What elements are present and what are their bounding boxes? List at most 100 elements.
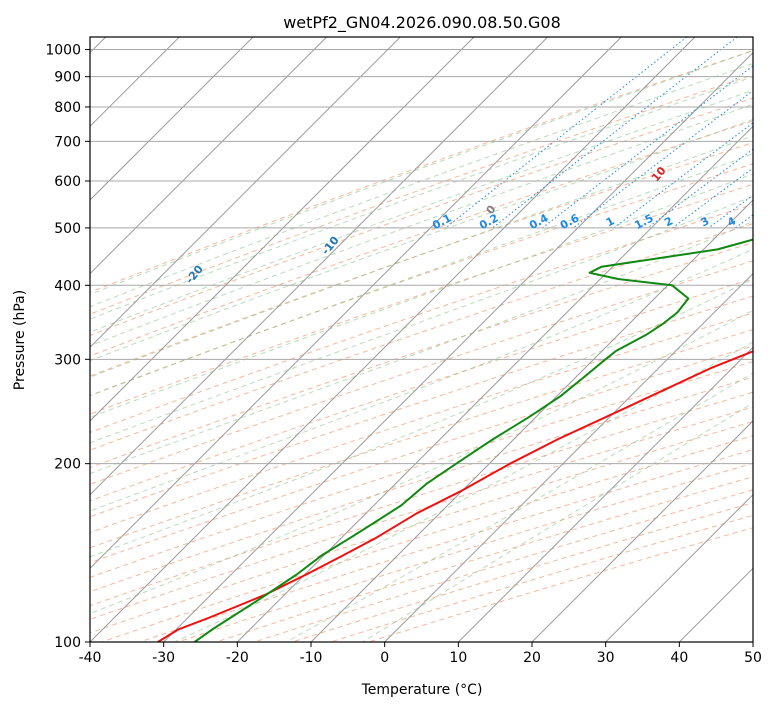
mixing-ratio-label: 3 [699,214,712,229]
mixing-ratio-line [613,122,753,229]
dry-adiabat [177,462,753,642]
y-tick-label: 600 [54,174,81,190]
y-tick-label: 400 [54,278,81,294]
y-axis-label: Pressure (hPa) [12,290,28,390]
dry-adiabat [90,278,753,502]
moist-adiabat [90,309,753,614]
adiabat-label: 0 [484,202,499,216]
isotherm [90,37,622,570]
dry-adiabat [90,329,753,549]
isotherm [90,37,401,349]
isotherm [90,37,254,201]
dry-adiabat [90,50,753,293]
moist-adiabat [90,89,753,333]
x-tick-label: 0 [380,650,389,666]
sounding-profiles [157,238,753,642]
isotherm [90,37,475,422]
x-axis-label: Temperature (°C) [361,682,483,698]
x-tick-label: 40 [670,650,688,666]
moist-adiabat [90,63,753,308]
mixing-ratio-line [708,194,753,229]
dry-adiabat [90,223,753,451]
y-tick-label: 800 [54,100,81,116]
x-tick-label: -40 [79,650,102,666]
temperature-profile [157,350,753,642]
mixing-ratio-line [734,214,753,229]
isotherm [752,641,753,642]
x-tick-label: 10 [449,650,467,666]
dry-adiabat [90,260,753,485]
dry-adiabat [90,97,753,337]
moist-adiabat [90,76,753,320]
dry-adiabat [101,435,753,642]
moist-adiabat [90,118,753,362]
dry-adiabat [90,142,753,377]
dry-adiabat [90,376,753,593]
x-tick-label: 30 [597,650,615,666]
isotherm [163,51,753,642]
plot-frame [89,36,754,643]
pressure-gridlines [90,49,753,642]
dewpoint-profile [194,238,753,642]
y-axis: 100 200 300 400 500 600 700 800 900 1000 [45,43,90,651]
moist-adiabat [90,278,753,558]
y-tick-label: 500 [54,221,81,237]
chart-title: wetPf2_GN04.2026.090.08.50.G08 [283,13,561,33]
dry-adiabat [90,163,753,396]
moist-adiabat [90,153,753,397]
dry-adiabat [368,527,753,642]
background-lines [90,37,753,642]
moist-adiabat [90,103,753,347]
moist-adiabat [90,195,753,444]
isotherm [90,37,328,275]
isotherm [678,567,753,642]
x-tick-label: -10 [300,650,323,666]
adiabat-label: -10 [319,234,342,258]
isotherm [310,199,753,642]
dry-adiabat [90,120,753,357]
isotherm [605,493,753,642]
mixing-ratio-line [672,167,753,229]
isotherm [90,37,696,642]
mixing-ratio-label: 1.5 [632,211,655,232]
x-tick-label: -30 [152,650,175,666]
y-tick-label: 100 [54,635,81,651]
dry-adiabat [90,203,753,433]
dry-adiabat [90,295,753,518]
mixing-ratio-line [572,90,753,229]
moist-adiabat [90,50,753,296]
isotherm [236,125,753,642]
dry-adiabat [90,391,753,607]
y-tick-label: 900 [54,70,81,86]
moist-adiabat [90,220,753,475]
isotherm [90,37,549,496]
y-tick-label: 200 [54,457,81,473]
dry-adiabat [90,74,753,315]
moist-adiabat [90,135,753,378]
dry-adiabat [90,361,753,578]
isotherm [457,346,753,642]
mixing-ratio-label: 0.6 [558,211,582,232]
dry-adiabat [90,345,753,564]
dry-adiabat [90,241,753,469]
moist-adiabat [362,402,753,642]
dry-adiabat [90,312,753,534]
y-tick-label: 700 [54,134,81,150]
y-tick-label: 300 [54,352,81,368]
mixing-ratio-label: 0.2 [477,211,500,232]
mixing-ratio-line [492,37,738,229]
dry-adiabat [330,514,753,642]
mixing-ratio-line [542,65,753,229]
isotherm [531,420,753,642]
x-tick-label: 20 [523,650,541,666]
isotherm [384,272,753,642]
moist-adiabat [90,173,753,418]
x-tick-label: 50 [744,650,762,666]
dry-adiabat [90,183,753,415]
y-tick-label: 1000 [45,43,81,59]
x-axis: -40 -30 -20 -10 0 10 20 30 40 50 [79,642,762,666]
x-tick-label: -20 [226,650,249,666]
dry-adiabat [215,476,753,642]
mixing-ratio-label: 0.1 [430,211,453,232]
